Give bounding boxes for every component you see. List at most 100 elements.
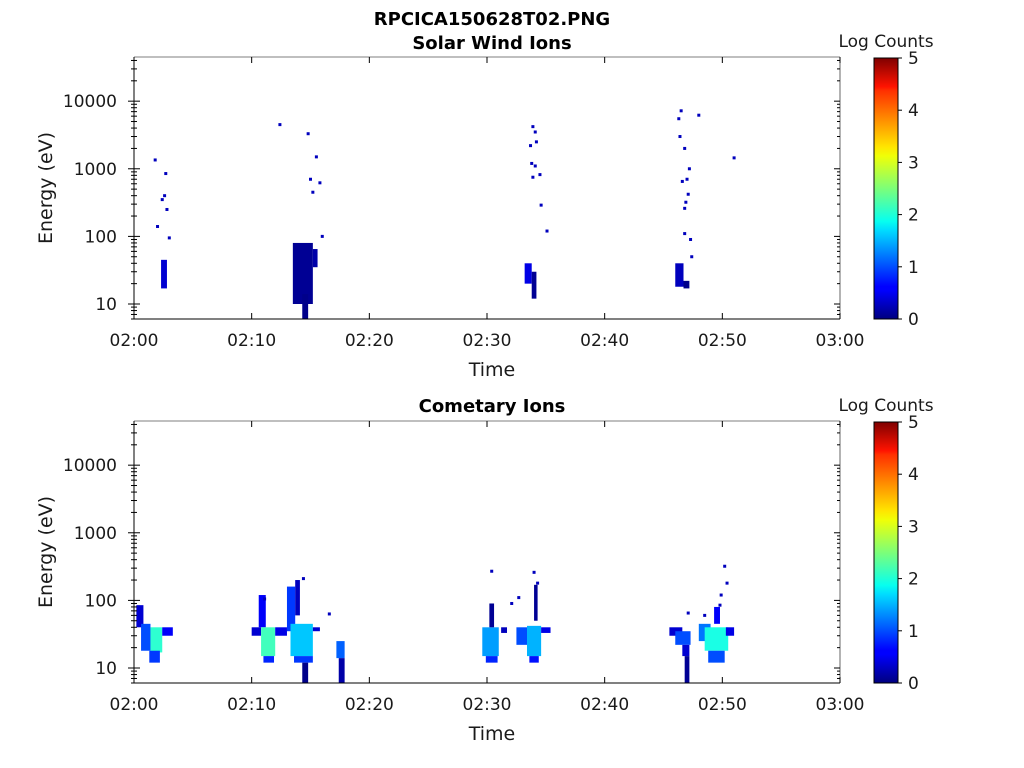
colorbar-tick-label: 4	[908, 465, 919, 485]
data-point	[153, 158, 157, 162]
data-block	[725, 627, 735, 636]
data-point	[327, 612, 331, 616]
x-tick-label: 02:20	[345, 695, 394, 715]
data-block	[708, 650, 725, 663]
x-tick-label: 02:30	[463, 331, 512, 351]
data-block	[527, 625, 542, 657]
x-tick-label: 02:30	[463, 695, 512, 715]
data-block	[141, 623, 151, 651]
data-block	[286, 586, 296, 632]
data-block	[136, 605, 144, 628]
data-point	[697, 113, 701, 117]
data-point	[320, 234, 324, 238]
data-block	[714, 606, 720, 624]
data-block	[149, 650, 160, 663]
colorbar-tick-label: 0	[908, 674, 919, 694]
data-block	[683, 280, 690, 289]
data-block	[161, 259, 167, 289]
data-point	[510, 601, 514, 605]
data-point	[683, 146, 687, 150]
data-point	[685, 177, 689, 181]
data-block	[290, 623, 313, 657]
x-tick-label: 02:50	[698, 695, 747, 715]
data-point	[306, 132, 310, 136]
x-tick-label: 02:40	[580, 695, 629, 715]
y-tick-label: 1000	[74, 524, 117, 544]
data-block	[682, 644, 690, 657]
colorbar-tick-label: 2	[908, 206, 919, 226]
data-point	[536, 581, 540, 585]
data-point	[263, 597, 267, 601]
data-block	[529, 656, 539, 663]
data-block	[482, 627, 499, 657]
colorbar: 0 1 2 3 4 5	[873, 49, 919, 330]
data-point	[156, 225, 160, 229]
data-point	[533, 130, 537, 134]
data-point	[311, 190, 315, 194]
x-axis-label: Time	[468, 359, 516, 381]
colorbar-tick-label: 2	[908, 570, 919, 590]
data-point	[684, 200, 688, 204]
y-tick-label: 10	[95, 659, 117, 679]
data-point	[679, 109, 683, 113]
data-point	[680, 179, 684, 183]
y-tick-label: 10000	[63, 92, 117, 112]
data-point	[683, 206, 687, 210]
data-block	[534, 584, 538, 621]
colorbar-gradient	[873, 57, 899, 320]
colorbar-label: Log Counts	[838, 32, 933, 52]
data-point	[534, 140, 538, 144]
colorbar-tick-label: 3	[908, 517, 919, 537]
data-point	[683, 232, 687, 236]
data-point	[164, 172, 168, 176]
data-block	[501, 627, 508, 633]
data-block	[312, 249, 318, 268]
data-point	[690, 255, 694, 259]
data-point	[301, 577, 305, 581]
figure-title: RPCICA150628T02.PNG	[374, 9, 610, 30]
data-point	[314, 155, 318, 159]
data-point	[517, 596, 521, 600]
data-layer	[153, 109, 736, 319]
data-point	[719, 593, 723, 597]
chart-title: Cometary Ions	[419, 396, 566, 417]
x-tick-label: 02:20	[345, 331, 394, 351]
data-point	[531, 125, 535, 129]
y-tick-label: 100	[85, 591, 117, 611]
data-point	[165, 207, 169, 211]
data-point	[167, 236, 171, 240]
x-tick-label: 02:50	[698, 331, 747, 351]
x-tick-label: 02:40	[580, 331, 629, 351]
data-block	[489, 603, 495, 628]
data-point	[533, 164, 537, 168]
data-point	[545, 229, 549, 233]
colorbar-tick-label: 4	[908, 101, 919, 121]
colorbar-tick-label: 5	[908, 49, 919, 69]
x-tick-label: 03:00	[816, 695, 865, 715]
data-point	[532, 570, 536, 574]
data-point	[160, 198, 164, 202]
data-block	[704, 627, 729, 651]
x-tick-label: 02:00	[110, 331, 159, 351]
x-tick-label: 03:00	[816, 331, 865, 351]
y-tick-label: 100	[85, 227, 117, 247]
data-point	[732, 156, 736, 160]
data-point	[318, 181, 322, 185]
data-block	[524, 263, 532, 284]
y-tick-label: 1000	[74, 160, 117, 180]
data-block	[336, 641, 345, 659]
data-point	[530, 161, 534, 165]
colorbar-gradient	[873, 421, 899, 684]
data-point	[309, 177, 312, 181]
data-point	[678, 135, 682, 139]
plot-area: 02:00 02:10 02:20 02:30 02:40 02:50 03:00 10 100…	[63, 56, 865, 351]
data-block	[261, 627, 276, 657]
data-block	[675, 631, 691, 645]
data-point	[278, 123, 282, 127]
chart-title: Solar Wind Ions	[412, 33, 571, 54]
data-block	[251, 627, 262, 636]
colorbar-tick-label: 1	[908, 258, 919, 278]
data-point	[687, 167, 691, 171]
colorbar-tick-label: 5	[908, 413, 919, 433]
